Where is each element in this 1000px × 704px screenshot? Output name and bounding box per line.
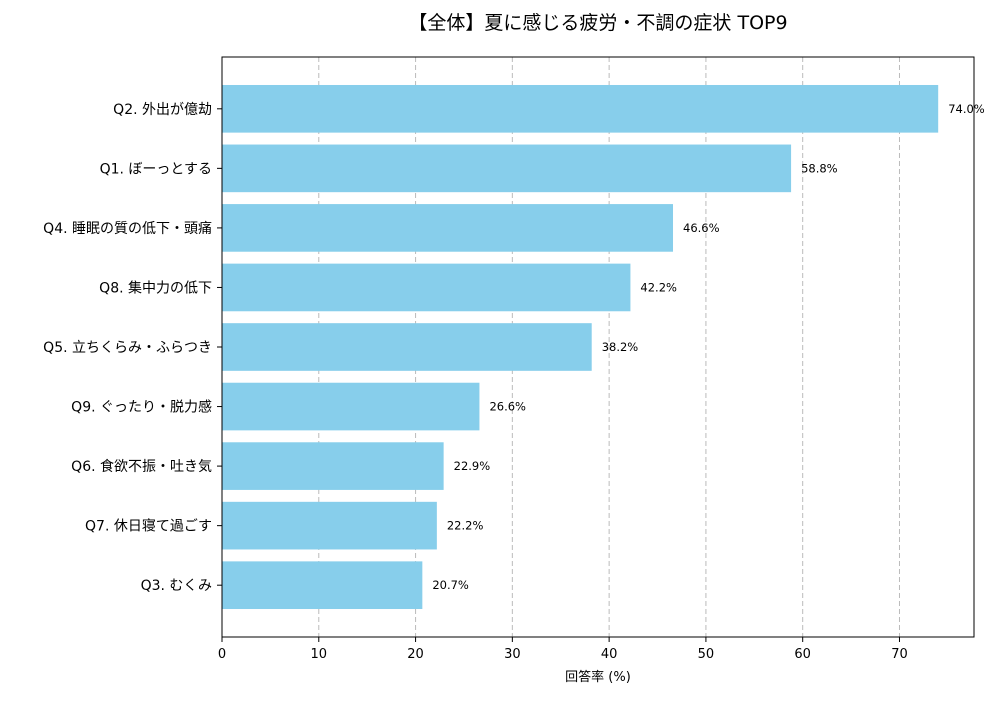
bar xyxy=(222,144,792,193)
bar xyxy=(222,204,674,252)
y-tick-label: Q6. 食欲不振・吐き気 xyxy=(71,458,212,475)
x-axis-label: 回答率 (%) xyxy=(565,669,631,685)
y-tick-label: Q7. 休日寝て過ごす xyxy=(85,518,212,535)
data-label: 20.7% xyxy=(432,578,469,592)
data-label: 38.2% xyxy=(602,340,639,354)
bar xyxy=(222,561,423,610)
y-tick-label: Q1. ぼーっとする xyxy=(100,161,212,177)
x-tick-label: 20 xyxy=(407,647,424,662)
y-tick-label: Q9. ぐったり・脱力感 xyxy=(71,399,212,416)
bar xyxy=(222,382,480,431)
y-tick-label: Q5. 立ちくらみ・ふらつき xyxy=(43,340,212,356)
data-label: 26.6% xyxy=(489,400,526,414)
data-label: 74.0% xyxy=(948,102,985,116)
data-label: 22.2% xyxy=(447,519,484,533)
bar xyxy=(222,84,939,133)
x-tick-label: 50 xyxy=(698,647,715,662)
x-tick-label: 0 xyxy=(218,647,226,662)
x-tick-label: 30 xyxy=(504,647,521,662)
y-tick-label: Q8. 集中力の低下 xyxy=(99,279,212,296)
data-label: 46.6% xyxy=(683,221,720,235)
x-tick-label: 10 xyxy=(311,647,328,662)
x-tick-label: 40 xyxy=(601,647,618,662)
data-label: 42.2% xyxy=(640,280,677,294)
data-label: 22.9% xyxy=(454,459,491,473)
x-tick-label: 60 xyxy=(794,647,811,662)
bar xyxy=(222,442,444,490)
x-tick-label: 70 xyxy=(891,647,908,662)
bar xyxy=(222,501,437,550)
y-tick-label: Q4. 睡眠の質の低下・頭痛 xyxy=(43,220,212,237)
data-label: 58.8% xyxy=(801,161,838,175)
y-tick-label: Q2. 外出が億劫 xyxy=(113,102,212,118)
bar xyxy=(222,323,592,371)
bar xyxy=(222,263,631,312)
y-tick-label: Q3. むくみ xyxy=(141,578,212,594)
chart-title: 【全体】夏に感じる疲労・不調の症状 TOP9 xyxy=(408,12,787,34)
